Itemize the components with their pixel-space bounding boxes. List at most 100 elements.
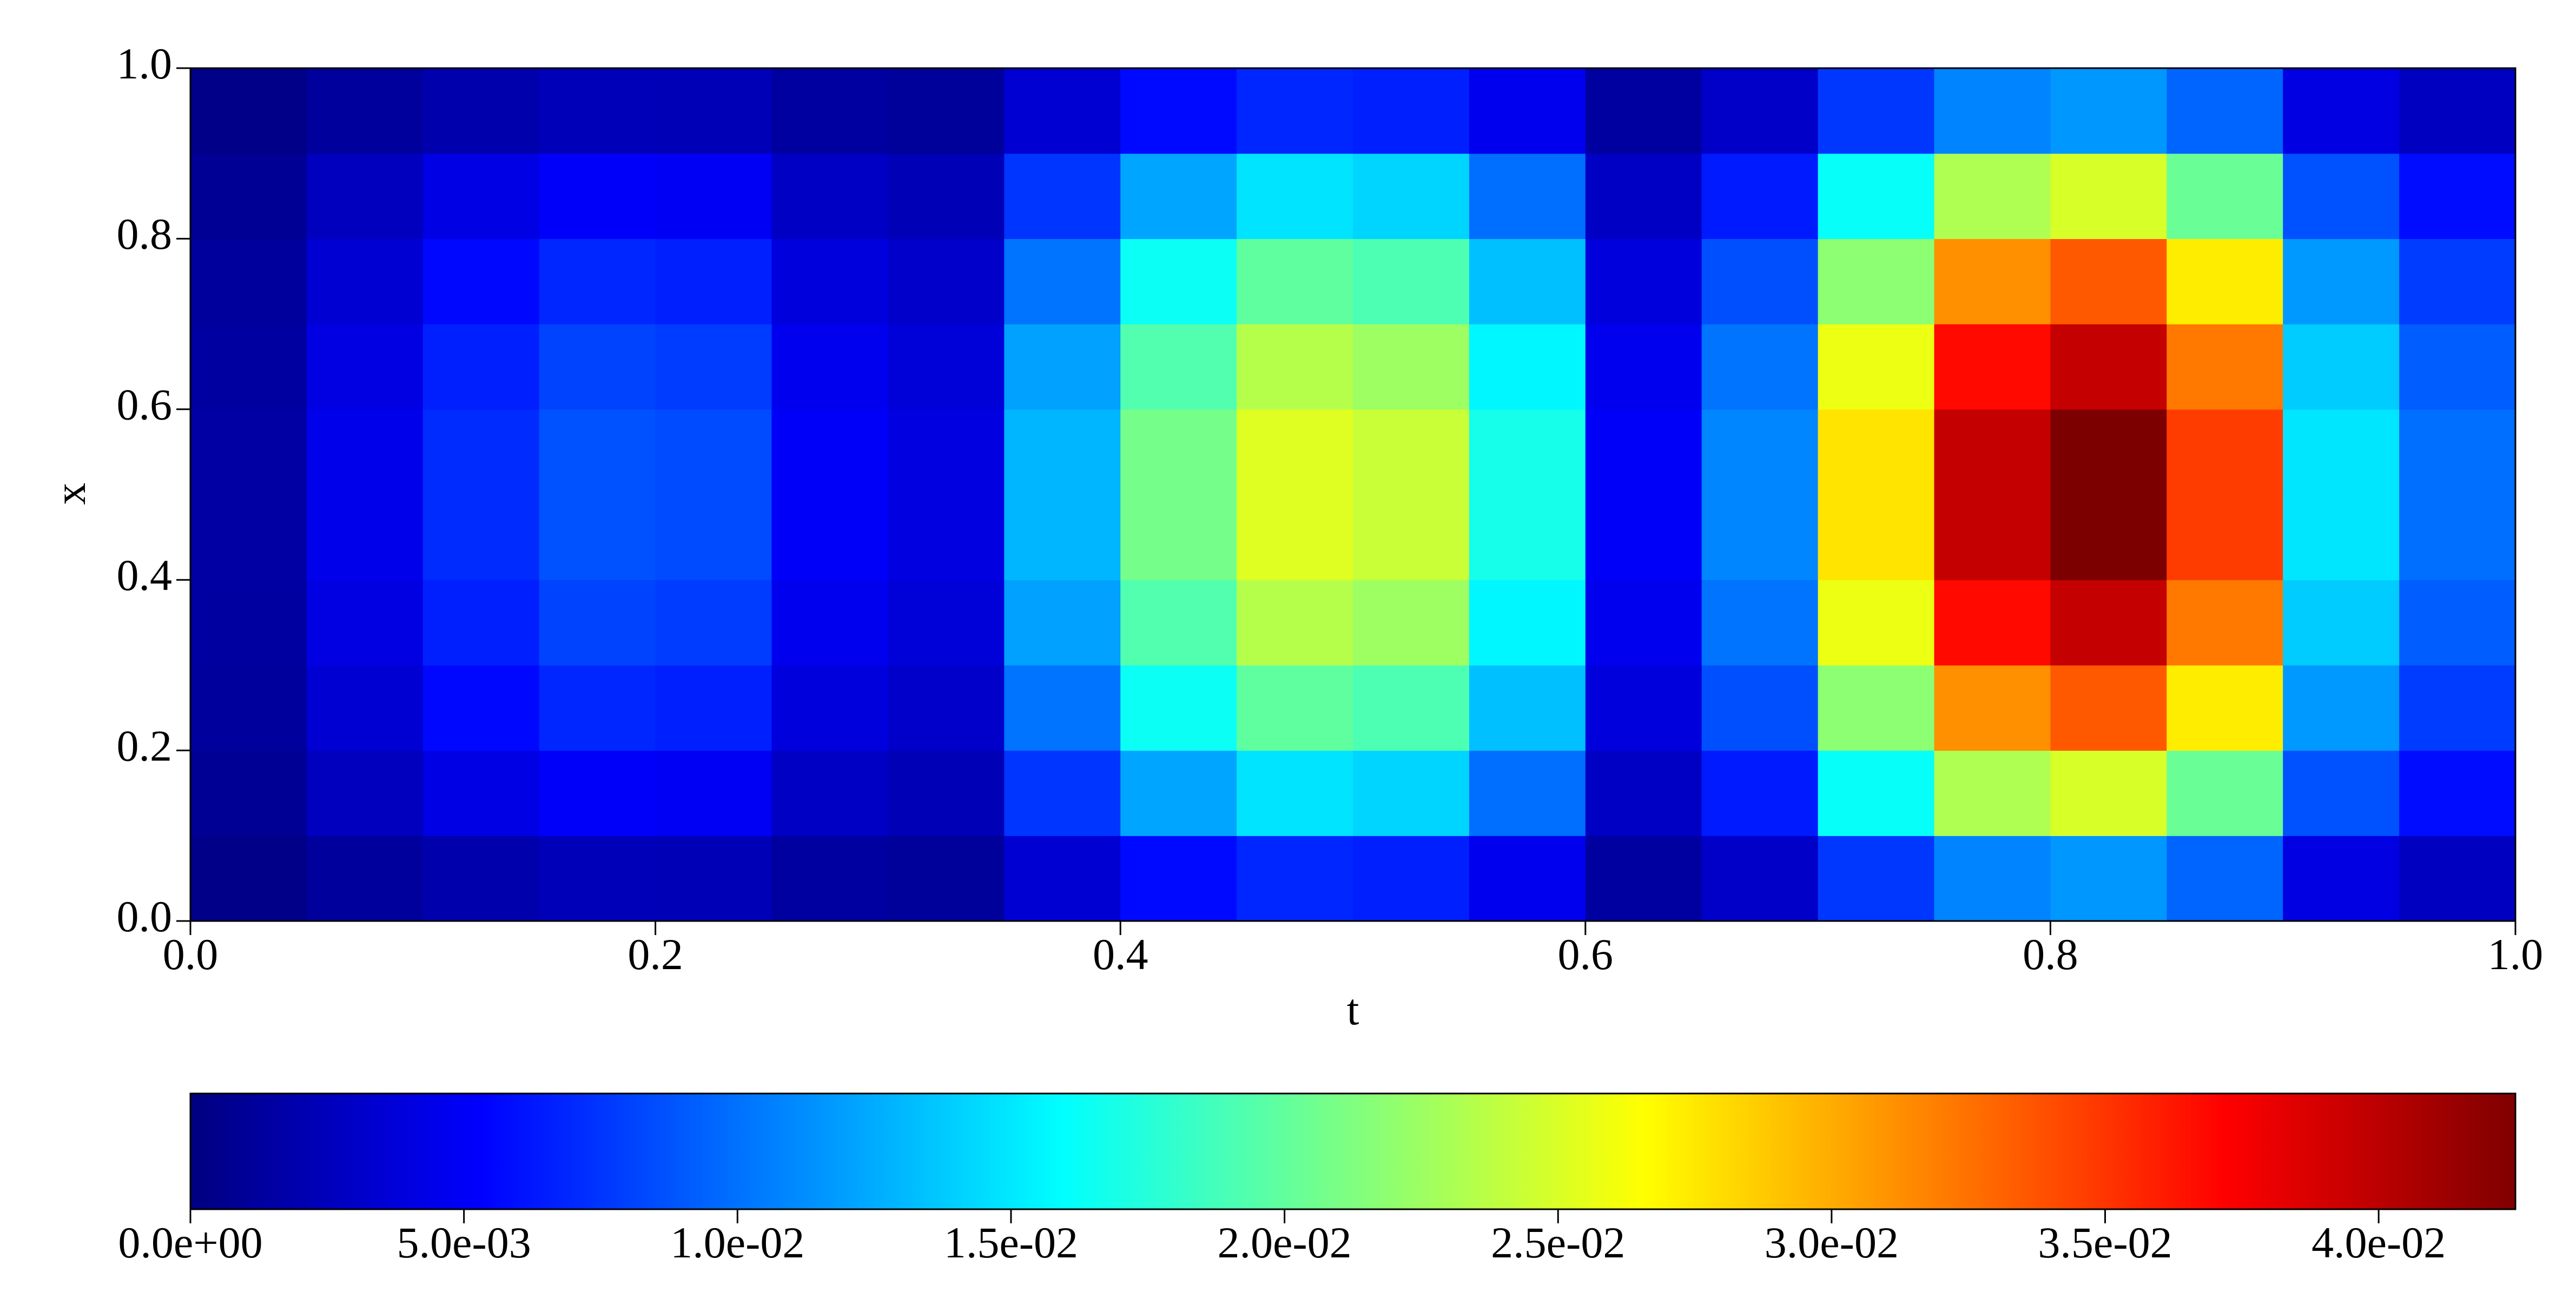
heatmap-cell — [2167, 836, 2283, 922]
colorbar-tick-label: 1.5e-02 — [944, 1218, 1078, 1267]
heatmap-cell — [1237, 324, 1353, 410]
heatmap-cell — [1701, 238, 1819, 324]
heatmap-cell — [1934, 68, 2051, 154]
heatmap-cell — [422, 750, 540, 836]
heatmap-cell — [2283, 153, 2400, 239]
heatmap-cell — [771, 238, 888, 324]
heatmap-cell — [2167, 68, 2283, 154]
heatmap-cell — [1353, 324, 1470, 410]
heatmap-cell — [1701, 68, 1819, 154]
heatmap-cell — [306, 750, 424, 836]
heatmap-cell — [1004, 153, 1121, 239]
heatmap-cell — [2399, 580, 2516, 666]
heatmap-cell — [1818, 665, 1935, 751]
heatmap-cell — [306, 238, 424, 324]
heatmap-cell — [1585, 580, 1702, 666]
heatmap-cell — [2283, 580, 2400, 666]
heatmap-cell — [306, 836, 424, 922]
heatmap-cell — [771, 68, 888, 154]
heatmap-cell — [1353, 494, 1470, 580]
heatmap-cell — [1469, 836, 1586, 922]
heatmap-cell — [1701, 324, 1819, 410]
heatmap-cell — [2167, 153, 2283, 239]
heatmap-cell — [771, 409, 888, 495]
heatmap-cell — [2167, 324, 2283, 410]
heatmap-cell — [306, 324, 424, 410]
heatmap-cell — [1585, 494, 1702, 580]
heatmap-cell — [1818, 409, 1935, 495]
heatmap-cell — [1934, 580, 2051, 666]
heatmap-cell — [2050, 665, 2167, 751]
heatmap-cell — [1353, 580, 1470, 666]
heatmap-cell — [1934, 409, 2051, 495]
heatmap-cell — [888, 68, 1005, 154]
heatmap-cell — [1818, 324, 1935, 410]
heatmap-cell — [190, 494, 307, 580]
heatmap-cell — [888, 409, 1005, 495]
x-tick-label: 0.4 — [1093, 930, 1148, 979]
heatmap-cell — [1469, 580, 1586, 666]
x-tick-label: 1.0 — [2488, 930, 2544, 979]
heatmap-cell — [422, 409, 540, 495]
heatmap-cell — [1585, 68, 1702, 154]
heatmap-cell — [655, 153, 772, 239]
heatmap-cell — [771, 836, 888, 922]
heatmap-cell — [1120, 580, 1237, 666]
heatmap-cell — [422, 665, 540, 751]
heatmap-cell — [1469, 324, 1586, 410]
heatmap-cell — [1120, 324, 1237, 410]
heatmap-cell — [1120, 665, 1237, 751]
heatmap-cell — [306, 580, 424, 666]
heatmap-cell — [1701, 580, 1819, 666]
heatmap-cell — [539, 153, 656, 239]
heatmap-cell — [422, 580, 540, 666]
heatmap-cell — [2399, 409, 2516, 495]
x-tick-label: 0.0 — [163, 930, 219, 979]
heatmap-cell — [1004, 836, 1121, 922]
heatmap-cell — [306, 665, 424, 751]
heatmap-cell — [888, 324, 1005, 410]
heatmap-cell — [1004, 324, 1121, 410]
heatmap-cell — [1353, 153, 1470, 239]
heatmap-cell — [655, 324, 772, 410]
heatmap-cell — [2167, 238, 2283, 324]
heatmap-cell — [771, 494, 888, 580]
heatmap-cell — [655, 580, 772, 666]
heatmap-cell — [655, 665, 772, 751]
heatmap-cell — [1701, 494, 1819, 580]
heatmap-cell — [2050, 68, 2167, 154]
heatmap-cell — [1818, 238, 1935, 324]
heatmap-cell — [422, 153, 540, 239]
heatmap-cell — [2399, 324, 2516, 410]
heatmap-cell — [1237, 665, 1353, 751]
heatmap-cell — [2283, 750, 2400, 836]
heatmap-cell — [539, 494, 656, 580]
colorbar-tick-label: 3.0e-02 — [1765, 1218, 1899, 1267]
heatmap-cell — [2399, 153, 2516, 239]
heatmap-cell — [888, 238, 1005, 324]
heatmap-cell — [1237, 494, 1353, 580]
plot-frame — [189, 67, 2516, 922]
heatmap-cell — [1585, 665, 1702, 751]
heatmap-cell — [1585, 836, 1702, 922]
heatmap-cell — [1585, 409, 1702, 495]
heatmap-cell — [1934, 836, 2051, 922]
heatmap-cell — [2050, 324, 2167, 410]
x-tick-label: 0.6 — [1558, 930, 1614, 979]
heatmap-cell — [1004, 68, 1121, 154]
heatmap-cell — [422, 324, 540, 410]
heatmap-cell — [1120, 238, 1237, 324]
heatmap-cell — [539, 68, 656, 154]
heatmap-cell — [422, 238, 540, 324]
heatmap-cell — [1934, 750, 2051, 836]
heatmap-cell — [2283, 665, 2400, 751]
heatmap-cell — [888, 836, 1005, 922]
heatmap-cell — [539, 324, 656, 410]
heatmap-cell — [1934, 153, 2051, 239]
colorbar-tick-label: 2.0e-02 — [1217, 1218, 1351, 1267]
heatmap-cell — [1120, 494, 1237, 580]
heatmap-cell — [771, 750, 888, 836]
heatmap-cell — [422, 836, 540, 922]
heatmap — [190, 68, 2516, 922]
heatmap-cell — [2050, 153, 2167, 239]
